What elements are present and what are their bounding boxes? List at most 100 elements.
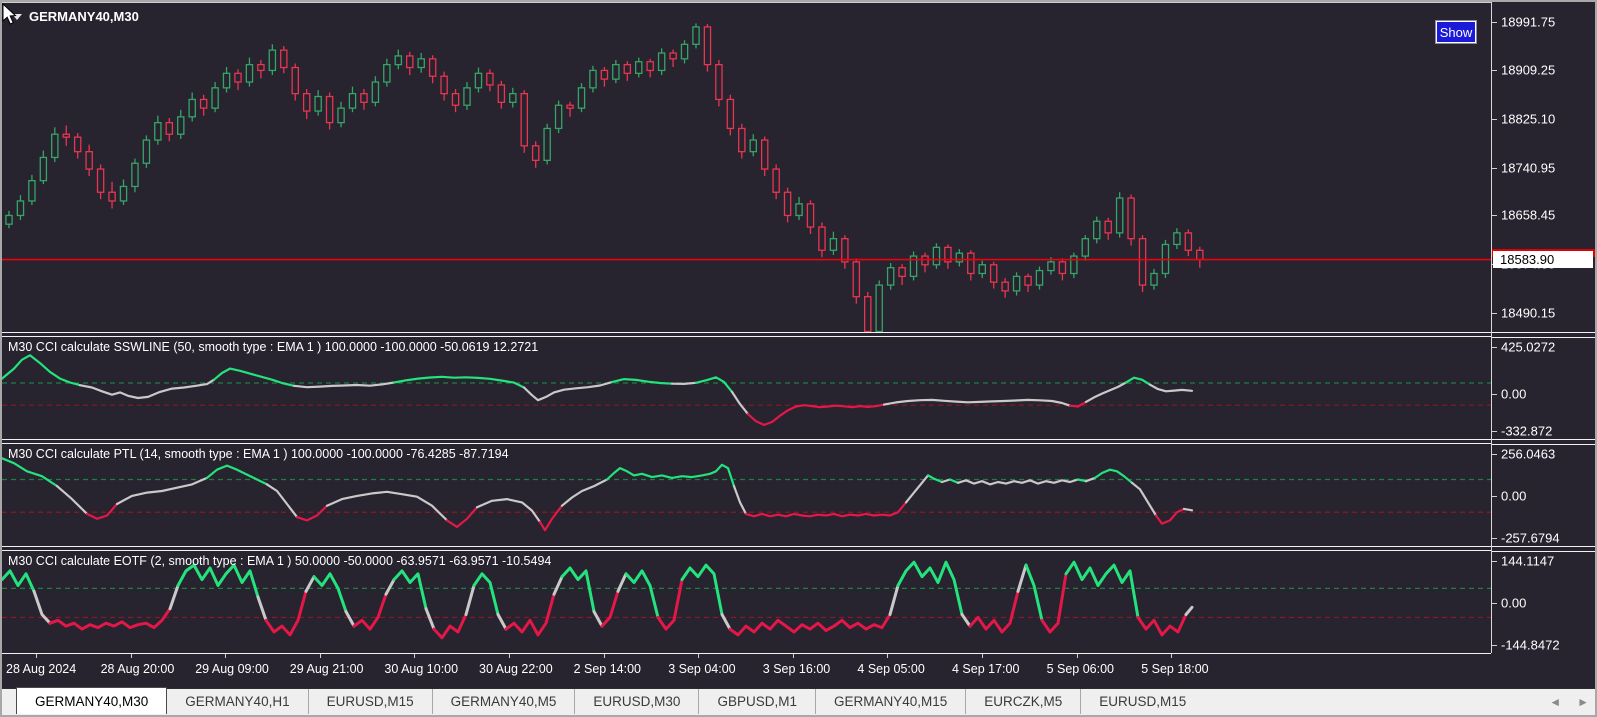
tab-scroll-right-icon[interactable]: ► bbox=[1577, 695, 1589, 709]
panel-separator[interactable] bbox=[2, 332, 1595, 337]
time-axis-label: 2 Sep 14:00 bbox=[573, 662, 642, 676]
time-axis-label: 28 Aug 20:00 bbox=[100, 662, 175, 676]
panel-separator[interactable] bbox=[2, 439, 1595, 444]
scale-tick-mark bbox=[1492, 347, 1497, 348]
time-axis-label: 3 Sep 16:00 bbox=[762, 662, 831, 676]
scale-separator-line bbox=[1492, 444, 1595, 445]
scale-tick-mark bbox=[1492, 69, 1497, 71]
sswline-plot bbox=[2, 354, 1491, 427]
tab-scroll-left-icon[interactable]: ◄ bbox=[1549, 695, 1562, 709]
time-axis[interactable]: 28 Aug 2024 28 Aug 20:00 29 Aug 09:00 29 Au… bbox=[2, 653, 1491, 688]
scale-tick-mark bbox=[1492, 313, 1497, 314]
indicator-title-ptl: M30 CCI calculate PTL (14, smooth type :… bbox=[8, 447, 509, 461]
scale-separator-line bbox=[1492, 439, 1595, 440]
chart-tab-eurusd-m15[interactable]: EURUSD,M15 bbox=[307, 689, 432, 714]
scale-tick-mark bbox=[1492, 167, 1497, 169]
scale-tick-mark bbox=[1492, 645, 1497, 646]
time-axis-label: 29 Aug 21:00 bbox=[289, 662, 364, 676]
indicator-panel-eotf[interactable]: M30 CCI calculate EOTF (2, smooth type :… bbox=[2, 551, 1491, 653]
time-axis-label: 4 Sep 17:00 bbox=[952, 662, 1020, 676]
indicator-panel-ptl[interactable]: M30 CCI calculate PTL (14, smooth type :… bbox=[2, 444, 1491, 546]
time-tick-mark bbox=[887, 654, 889, 658]
tab-strip: GERMANY40,M30 GERMANY40,H1 EURUSD,M15 GERMA… bbox=[16, 687, 1204, 714]
ptl-plot bbox=[2, 457, 1491, 532]
chart-tab-eurusd-m30[interactable]: EURUSD,M30 bbox=[574, 689, 698, 714]
scale-tick-mark bbox=[1492, 118, 1497, 120]
scale-separator-line bbox=[1492, 551, 1595, 552]
indicator-tick-label: -144.8472 bbox=[1501, 637, 1560, 653]
chevron-down-icon[interactable] bbox=[12, 13, 22, 20]
current-price-badge: 18583.90 bbox=[1493, 250, 1593, 268]
time-tick-mark bbox=[225, 654, 227, 658]
scale-tick-mark bbox=[1492, 454, 1497, 455]
scale-tick-mark bbox=[1492, 538, 1497, 539]
scale-tick-mark bbox=[1492, 215, 1497, 217]
indicator-tick-label: 0.00 bbox=[1501, 595, 1527, 611]
scale-separator-line bbox=[1492, 546, 1595, 547]
time-axis-label: 4 Sep 05:00 bbox=[857, 662, 925, 676]
chart-tab-gbpusd-m1[interactable]: GBPUSD,M1 bbox=[698, 689, 815, 714]
time-tick-mark bbox=[698, 654, 700, 658]
time-axis-label: 29 Aug 09:00 bbox=[195, 662, 269, 676]
time-tick-mark bbox=[319, 654, 321, 658]
indicator-tick-label: -257.6794 bbox=[1501, 530, 1560, 546]
indicator-tick-label: 144.1147 bbox=[1501, 553, 1555, 569]
scale-tick-mark bbox=[1492, 495, 1497, 497]
chart-tab-eurusd-m15[interactable]: EURUSD,M15 bbox=[1080, 689, 1204, 714]
eotf-plot bbox=[2, 560, 1491, 640]
scale-tick-mark bbox=[1492, 431, 1497, 432]
time-tick-mark bbox=[982, 654, 983, 658]
chart-column: GERMANY40,M30 Show M30 CCI calculate SSW… bbox=[2, 2, 1491, 653]
axis-corner bbox=[1491, 653, 1595, 688]
scale-separator-line bbox=[1492, 332, 1595, 333]
price-tick-label: 18658.45 bbox=[1501, 207, 1556, 223]
symbol-label-text: GERMANY40,M30 bbox=[29, 9, 139, 24]
time-tick-mark bbox=[130, 654, 132, 658]
time-tick-mark bbox=[1076, 654, 1078, 658]
indicator-tick-label: 0.00 bbox=[1501, 386, 1527, 402]
main-price-chart[interactable]: GERMANY40,M30 Show bbox=[2, 2, 1491, 333]
price-scale[interactable]: 18991.75 18909.25 18825.10 18740.95 18658.45… bbox=[1491, 2, 1595, 653]
time-tick-mark bbox=[36, 654, 37, 658]
time-tick-mark bbox=[509, 654, 510, 658]
time-tick-mark bbox=[792, 654, 794, 658]
time-axis-label: 30 Aug 10:00 bbox=[384, 662, 459, 676]
scale-tick-mark bbox=[1492, 602, 1497, 604]
scale-separator-line bbox=[1492, 337, 1595, 338]
time-axis-label: 5 Sep 06:00 bbox=[1046, 662, 1115, 676]
chart-tab-germany40-m5[interactable]: GERMANY40,M5 bbox=[431, 689, 575, 714]
indicator-panel-sswline[interactable]: M30 CCI calculate SSWLINE (50, smooth ty… bbox=[2, 337, 1491, 439]
price-tick-label: 18490.15 bbox=[1501, 305, 1556, 321]
price-tick-label: 18909.25 bbox=[1501, 62, 1556, 78]
indicator-title-eotf: M30 CCI calculate EOTF (2, smooth type :… bbox=[8, 554, 552, 568]
time-tick-mark bbox=[1171, 654, 1173, 658]
chart-tab-germany40-h1[interactable]: GERMANY40,H1 bbox=[185, 694, 290, 709]
indicator-tick-label: -332.872 bbox=[1501, 423, 1553, 439]
tab-scroll-controls: ◄ ► bbox=[1549, 695, 1589, 709]
indicator-tick-label: 425.0272 bbox=[1501, 339, 1556, 355]
time-tick-mark bbox=[603, 654, 605, 658]
time-axis-label: 3 Sep 04:00 bbox=[668, 662, 736, 676]
symbol-label: GERMANY40,M30 bbox=[12, 9, 139, 24]
scale-tick-mark bbox=[1492, 394, 1497, 396]
chart-tab-eurczk-m5[interactable]: EURCZK,M5 bbox=[965, 689, 1080, 714]
price-tick-label: 18825.10 bbox=[1501, 111, 1556, 127]
scale-tick-mark bbox=[1492, 22, 1497, 23]
indicator-tick-label: 0.00 bbox=[1501, 488, 1527, 504]
price-tick-label: 18991.75 bbox=[1501, 14, 1556, 30]
time-axis-label: 28 Aug 2024 bbox=[6, 662, 77, 676]
time-axis-label: 5 Sep 18:00 bbox=[1141, 662, 1209, 676]
price-tick-label: 18740.95 bbox=[1501, 160, 1556, 175]
show-button[interactable]: Show bbox=[1435, 20, 1477, 44]
time-tick-mark bbox=[414, 654, 416, 658]
chart-tab-germany40-m30[interactable]: GERMANY40,M30 bbox=[16, 687, 168, 714]
chart-tab-bar: GERMANY40,M30 GERMANY40,H1 EURUSD,M15 GERMA… bbox=[2, 687, 1595, 715]
chart-tab-germany40-m15[interactable]: GERMANY40,M15 bbox=[814, 689, 965, 714]
scale-tick-mark bbox=[1492, 561, 1497, 562]
candlestick-plot[interactable] bbox=[2, 3, 1491, 333]
time-axis-label: 30 Aug 22:00 bbox=[479, 662, 553, 676]
indicator-title-sswline: M30 CCI calculate SSWLINE (50, smooth ty… bbox=[8, 340, 539, 354]
indicator-tick-label: 256.0463 bbox=[1501, 446, 1556, 462]
panel-separator[interactable] bbox=[2, 546, 1595, 551]
